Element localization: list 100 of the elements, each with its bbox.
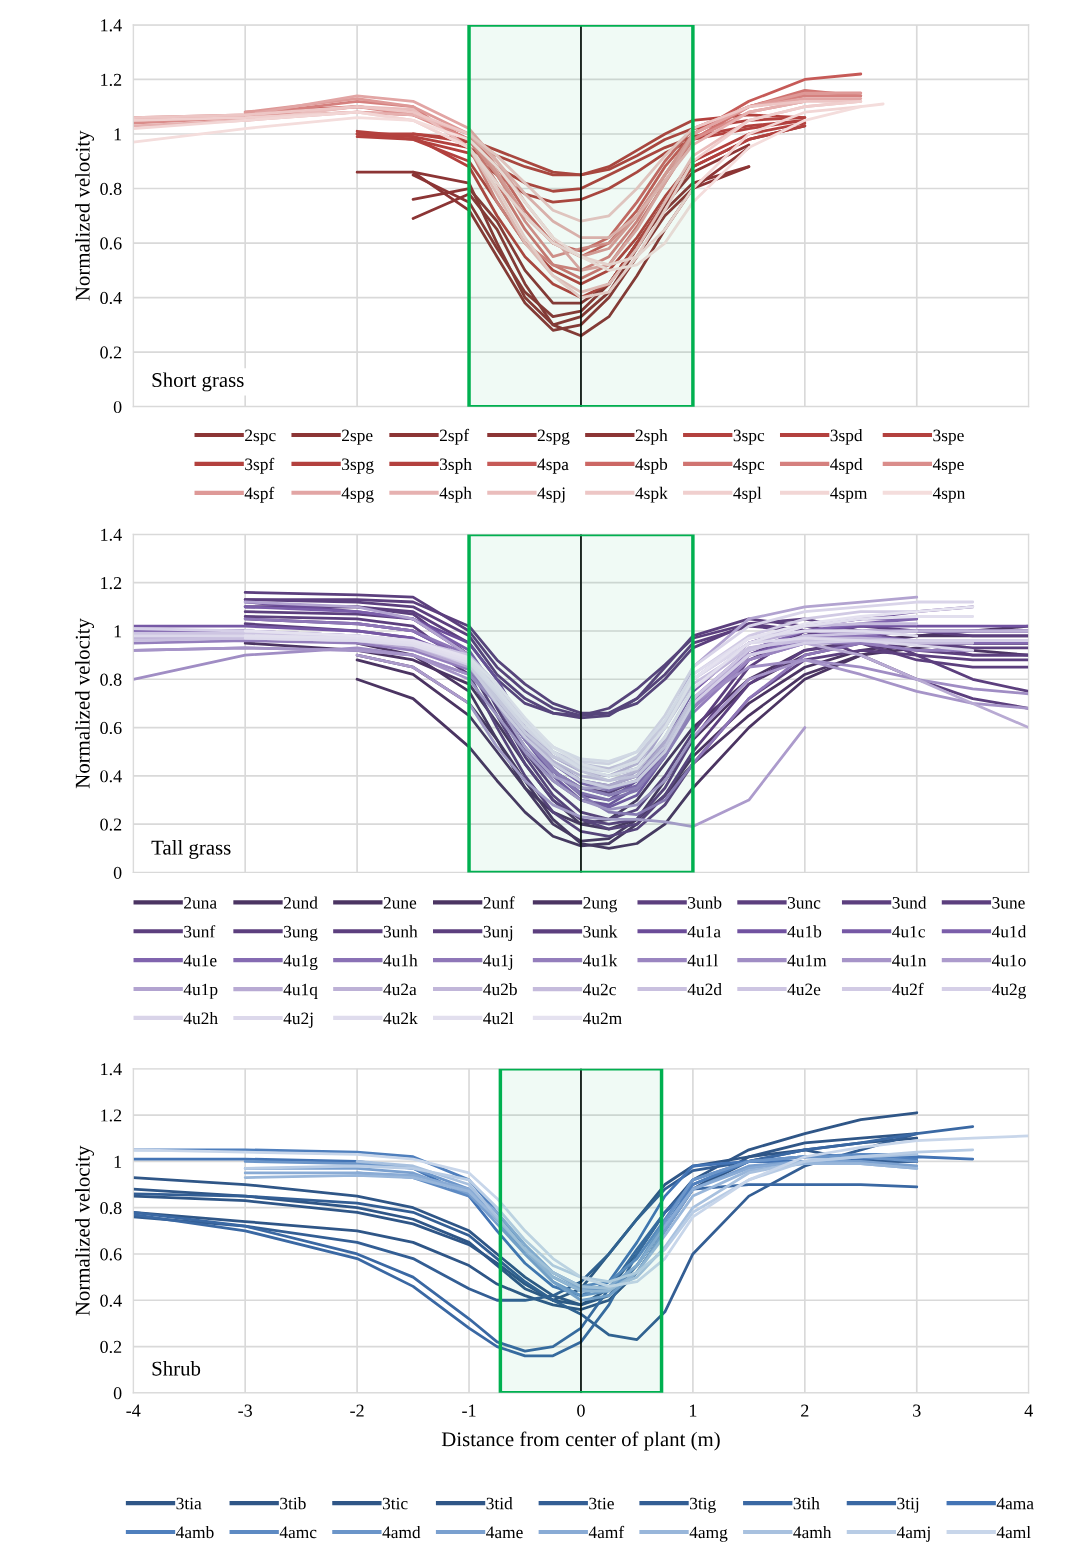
x-tick-label: 3 [913,1404,921,1417]
y-tick-label: 1.4 [101,1063,122,1076]
y-tick-label: 0.8 [100,673,122,686]
y-tick-label: 1 [114,1155,122,1168]
legend-label: 2spc [245,429,276,445]
legend-label: 4spj [537,487,565,503]
legend-label: 4spl [733,486,762,503]
y-axis-title: Normalized velocity [75,1145,95,1316]
legend-label: 4u1a [687,925,721,938]
legend-label: 2una [184,896,217,909]
y-tick-label: 0.2 [100,1340,122,1354]
legend-label: 4u2b [483,983,517,996]
legend-label: 4amc [279,1526,317,1539]
legend-label: 3sph [440,457,472,474]
legend-label: 3tih [793,1497,820,1510]
legend-label: 4amh [793,1525,832,1539]
legend-label: 4u2m [583,1012,622,1025]
legend-label: 3spg [342,458,374,474]
legend-label: 3tic [382,1497,408,1510]
y-axis-title: Normalized velocity [75,130,95,301]
legend-label: 2sph [635,429,668,445]
legend-label: 4u2a [383,983,417,996]
legend-label: 4amd [382,1525,421,1539]
legend-label: 4u1g [283,954,318,971]
legend-label: 4amf [588,1525,625,1539]
legend-label: 3unh [383,925,418,938]
legend-label: 2une [383,896,417,909]
legend-label: 4aml [996,1525,1031,1539]
y-tick-label: 0.2 [100,346,122,359]
legend-label: 3tib [280,1497,306,1510]
legend-label: 4spb [635,457,668,474]
legend-label: 2unf [483,896,515,909]
y-tick-label: 1.4 [101,19,122,32]
legend-label: 4u1q [283,983,318,999]
y-tick-label: 1.4 [101,528,122,541]
x-tick-label: -2 [350,1404,364,1417]
legend-label: 4amb [176,1525,214,1539]
legend-label: 4spe [932,458,964,474]
legend-label: 2spf [439,428,470,445]
legend-label: 3tig [690,1497,716,1513]
legend-label: 4u2c [583,983,616,996]
legend-label: 4spk [635,486,668,503]
y-tick-label: 0.2 [100,818,122,831]
y-tick-label: 0.8 [100,1201,122,1215]
legend-label: 3spd [830,429,863,445]
x-tick-label: 4 [1024,1404,1033,1417]
legend-label: 4spa [537,458,569,474]
legend-label: 4u1d [991,925,1027,938]
legend-label: 3une [992,896,1025,909]
y-tick-label: 0.8 [100,182,122,196]
y-tick-label: 0.6 [100,237,122,250]
y-tick-label: 0.6 [100,721,122,735]
legend-label: 3unj [483,925,513,942]
y-tick-label: 1.2 [101,1109,122,1122]
legend-label: 4u1p [183,983,218,999]
legend-label: 4u1b [787,925,822,938]
legend-label: 3ung [284,925,318,942]
legend-label: 4u2k [383,1011,418,1025]
legend-label: 4ame [486,1526,523,1539]
legend-label: 2spg [537,429,570,445]
legend-label: 4spn [932,487,966,503]
x-tick-label: 2 [801,1404,809,1417]
legend-label: 4ama [996,1497,1034,1510]
x-tick-label: -3 [238,1404,252,1417]
y-axis-title: Normalized velocity [75,618,95,789]
legend-label: 3unc [787,896,821,909]
legend-label: 4u1j [483,954,513,970]
legend-label: 4spf [244,486,275,503]
legend-label: 3spe [933,429,964,445]
legend-label: 4u1m [787,954,827,967]
legend-label: 4spg [341,487,374,503]
legend-label: 4u2h [183,1011,218,1025]
legend-label: 3tid [486,1497,513,1510]
x-tick-label: -4 [126,1404,141,1417]
y-tick-label: 0.6 [100,1248,122,1261]
legend-label: 3unk [583,925,618,938]
legend-label: 4amg [689,1526,728,1542]
legend-label: 4u1l [687,954,718,967]
y-tick-label: 1 [114,625,122,638]
legend-label: 2und [283,896,318,909]
x-axis-title: Distance from center of plant (m) [441,1431,720,1451]
annotation: Shrub [152,1361,201,1376]
legend-label: 3spc [733,429,765,445]
legend-label: 4u2l [483,1011,514,1025]
legend-label: 4u1c [892,925,925,938]
y-tick-label: 0 [113,1387,122,1400]
y-tick-label: 1.2 [101,73,122,86]
legend-label: 3tia [176,1497,202,1510]
legend-label: 4u2g [991,983,1026,999]
legend-label: 4spd [830,457,863,474]
y-tick-label: 0.4 [100,291,122,305]
legend-label: 4u1h [383,954,418,967]
legend-label: 3tij [897,1497,919,1513]
legend-label: 4u2f [892,982,924,996]
legend-label: 2spe [342,429,373,445]
legend-label: 3unb [688,896,722,909]
y-tick-label: 0 [113,866,122,879]
y-tick-label: 0.4 [100,770,122,783]
legend-label: 4sph [439,486,472,503]
legend-label: 4u1n [892,954,927,967]
